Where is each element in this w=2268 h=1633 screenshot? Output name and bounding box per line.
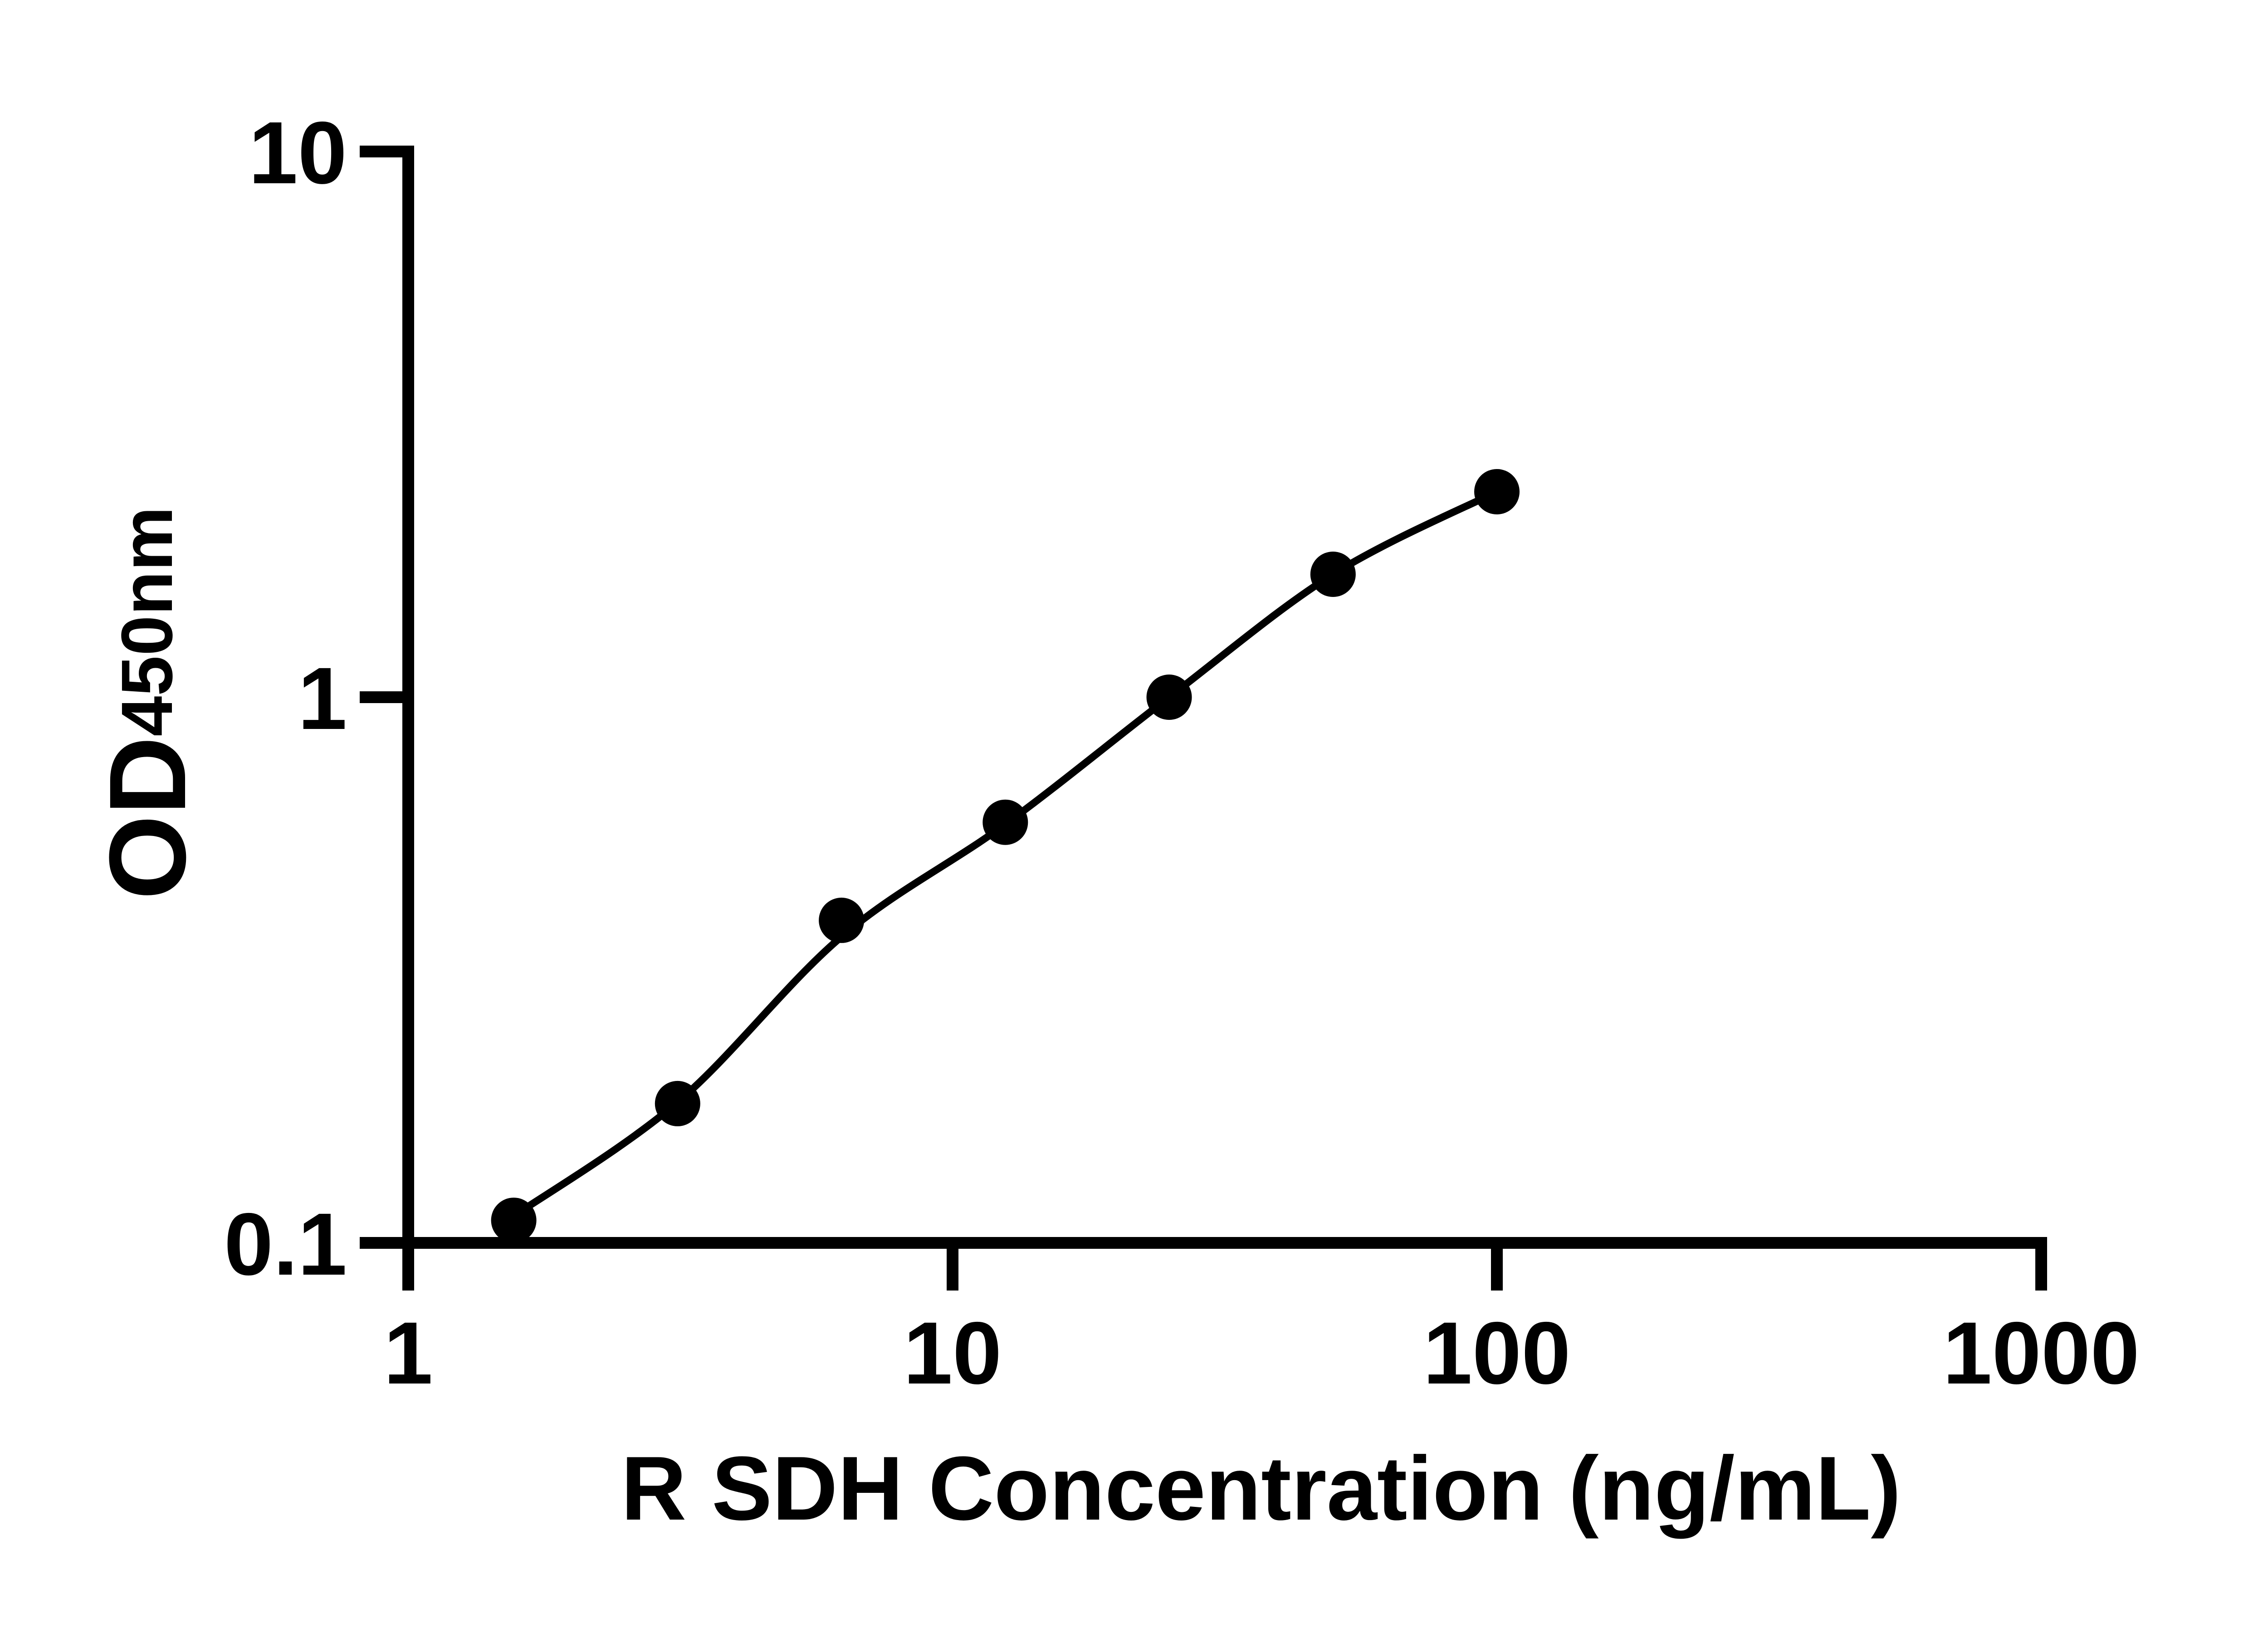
data-point-marker [655,1081,700,1126]
data-points [491,469,1520,1243]
data-point-marker [1146,675,1192,720]
y-axis-title-main: OD [87,736,208,900]
y-tick-label: 10 [249,103,347,202]
x-axis-title: R SDH Concentration (ng/mL) [621,1438,1901,1539]
x-tick-label: 100 [1423,1304,1570,1403]
y-axis-ticks: 10 1 0.1 [224,103,408,1294]
data-point-marker [1310,552,1356,597]
y-tick-label: 1 [298,649,347,748]
y-axis-title-sub: 450nm [106,507,187,737]
x-axis-ticks: 1 10 100 1000 [384,1243,2140,1403]
x-tick-label: 1 [384,1304,433,1403]
x-tick-label: 1000 [1943,1304,2140,1403]
x-tick-label: 10 [904,1304,1002,1403]
y-axis-title: OD450nm [87,507,208,900]
y-tick-label: 0.1 [224,1195,347,1294]
data-point-marker [491,1198,537,1243]
data-point-marker [982,799,1028,845]
data-point-marker [1474,469,1520,514]
data-point-marker [819,897,865,943]
